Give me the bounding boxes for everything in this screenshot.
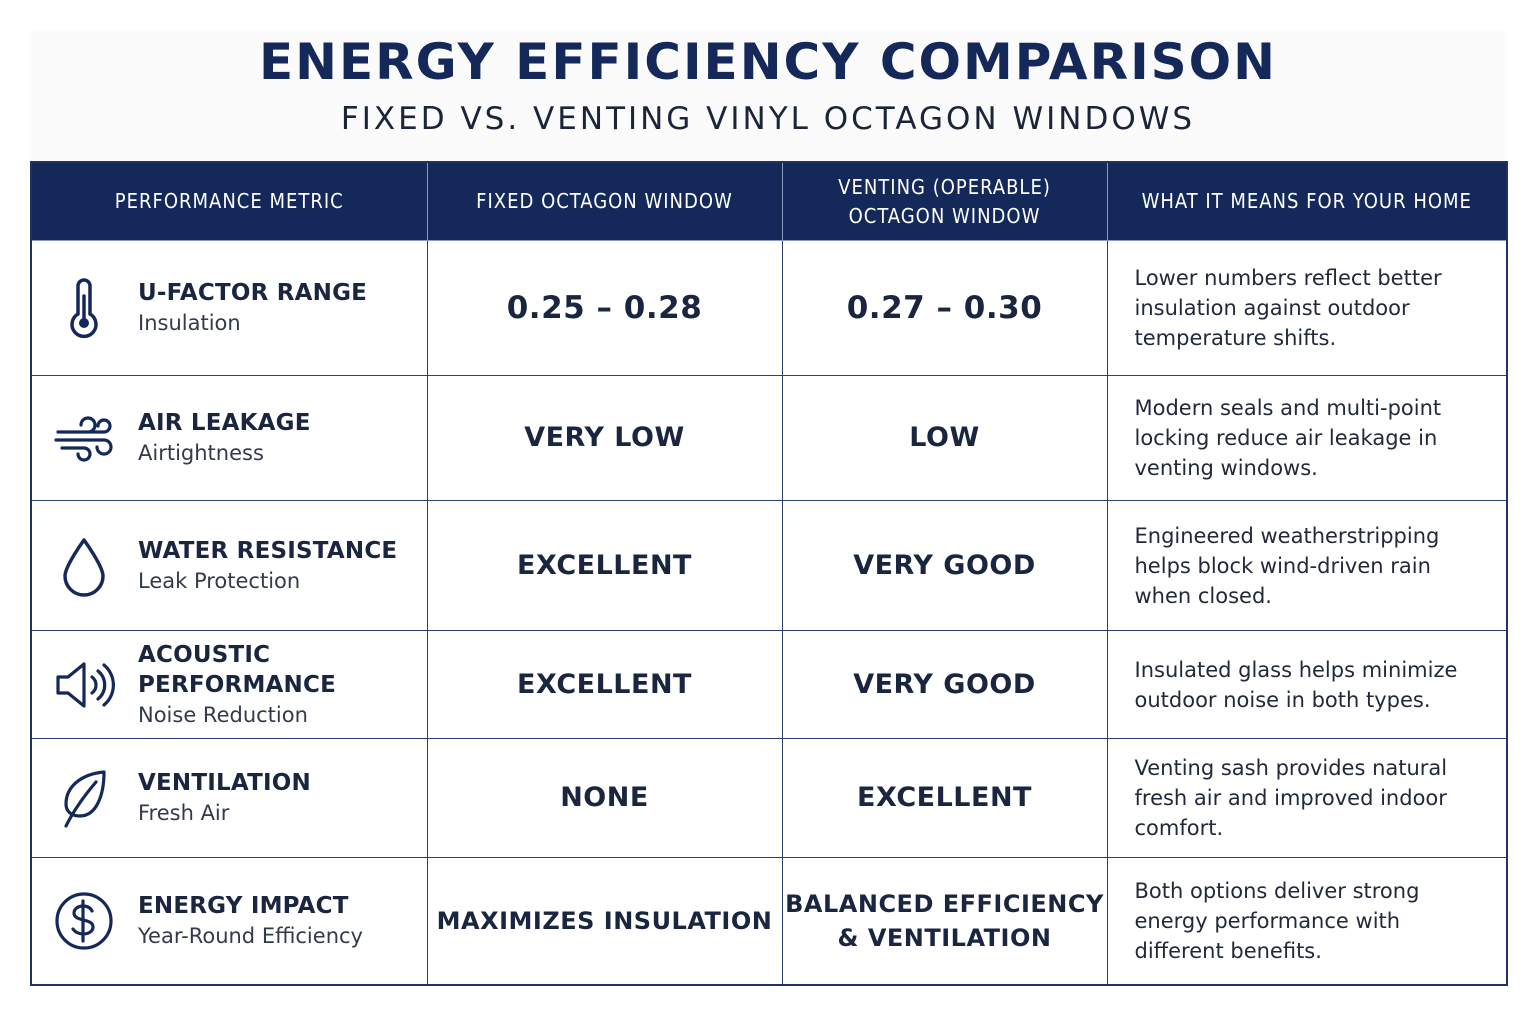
metric-name: VENTILATION [138, 770, 311, 796]
table-row: VENTILATION Fresh Air NONE EXCELLENT Ven… [30, 738, 1508, 858]
venting-value-line-2: & VENTILATION [837, 923, 1052, 952]
column-header-venting-line-2: OCTAGON WINDOW [848, 203, 1041, 228]
fixed-value: VERY LOW [426, 375, 783, 501]
table-row: ENERGY IMPACT Year-Round Efficiency MAXI… [30, 857, 1508, 985]
venting-value: VERY GOOD [781, 500, 1108, 631]
header: ENERGY EFFICIENCY COMPARISON FIXED VS. V… [30, 30, 1506, 162]
wind-icon [52, 406, 116, 470]
meaning-text: Venting sash provides natural fresh air … [1106, 738, 1508, 858]
dollar-icon [52, 889, 116, 953]
meaning-text: Engineered weatherstripping helps block … [1106, 500, 1508, 631]
metric-cell: ACOUSTIC PERFORMANCE Noise Reduction [30, 630, 428, 739]
column-header-metric: PERFORMANCE METRIC [30, 161, 428, 241]
leaf-icon [52, 766, 116, 830]
column-header-meaning: WHAT IT MEANS FOR YOUR HOME [1106, 161, 1508, 241]
metric-cell: U-FACTOR RANGE Insulation [30, 240, 428, 376]
venting-value: LOW [781, 375, 1108, 501]
metric-cell: WATER RESISTANCE Leak Protection [30, 500, 428, 631]
fixed-value: EXCELLENT [426, 500, 783, 631]
page-title: ENERGY EFFICIENCY COMPARISON [258, 33, 1278, 91]
column-header-venting: VENTING (OPERABLE) OCTAGON WINDOW [781, 161, 1108, 241]
table-row: WATER RESISTANCE Leak Protection EXCELLE… [30, 500, 1508, 631]
fixed-value: EXCELLENT [426, 630, 783, 739]
metric-subtitle: Year-Round Efficiency [138, 923, 363, 948]
metric-subtitle: Noise Reduction [138, 702, 308, 727]
fixed-value: 0.25 – 0.28 [426, 240, 783, 376]
venting-value: EXCELLENT [781, 738, 1108, 858]
metric-cell: VENTILATION Fresh Air [30, 738, 428, 858]
comparison-table: PERFORMANCE METRIC FIXED OCTAGON WINDOW … [30, 161, 1508, 986]
metric-name: ENERGY IMPACT [138, 892, 349, 919]
venting-value: 0.27 – 0.30 [781, 240, 1108, 376]
fixed-value: NONE [426, 738, 783, 858]
speaker-icon [52, 653, 116, 717]
metric-cell: ENERGY IMPACT Year-Round Efficiency [30, 857, 428, 985]
metric-name: AIR LEAKAGE [138, 410, 311, 436]
metric-subtitle: Fresh Air [138, 801, 230, 825]
table-row: AIR LEAKAGE Airtightness VERY LOW LOW Mo… [30, 375, 1508, 501]
table-row: U-FACTOR RANGE Insulation 0.25 – 0.28 0.… [30, 240, 1508, 376]
table-row: ACOUSTIC PERFORMANCE Noise Reduction EXC… [30, 630, 1508, 739]
metric-cell: AIR LEAKAGE Airtightness [30, 375, 428, 501]
venting-value-line-1: BALANCED EFFICIENCY [785, 889, 1104, 918]
fixed-value: MAXIMIZES INSULATION [426, 857, 783, 985]
venting-value: VERY GOOD [781, 630, 1108, 739]
metric-subtitle: Leak Protection [138, 568, 301, 593]
metric-name: ACOUSTIC PERFORMANCE [138, 641, 336, 698]
metric-name: U-FACTOR RANGE [138, 280, 368, 306]
metric-subtitle: Insulation [138, 311, 241, 335]
meaning-text: Both options deliver strong energy perfo… [1106, 857, 1508, 985]
column-header-venting-line-1: VENTING (OPERABLE) [838, 174, 1051, 199]
water-drop-icon [52, 534, 116, 598]
venting-value: BALANCED EFFICIENCY & VENTILATION [781, 857, 1108, 985]
meaning-text: Lower numbers reflect better insulation … [1106, 240, 1508, 376]
thermometer-icon [52, 276, 116, 340]
page-subtitle: FIXED VS. VENTING VINYL OCTAGON WINDOWS [340, 101, 1196, 137]
meaning-text: Modern seals and multi-point locking red… [1106, 375, 1508, 501]
metric-name: WATER RESISTANCE [138, 537, 398, 564]
metric-subtitle: Airtightness [138, 441, 264, 465]
meaning-text: Insulated glass helps minimize outdoor n… [1106, 630, 1508, 739]
table-header-row: PERFORMANCE METRIC FIXED OCTAGON WINDOW … [30, 161, 1508, 241]
column-header-fixed: FIXED OCTAGON WINDOW [426, 161, 783, 241]
